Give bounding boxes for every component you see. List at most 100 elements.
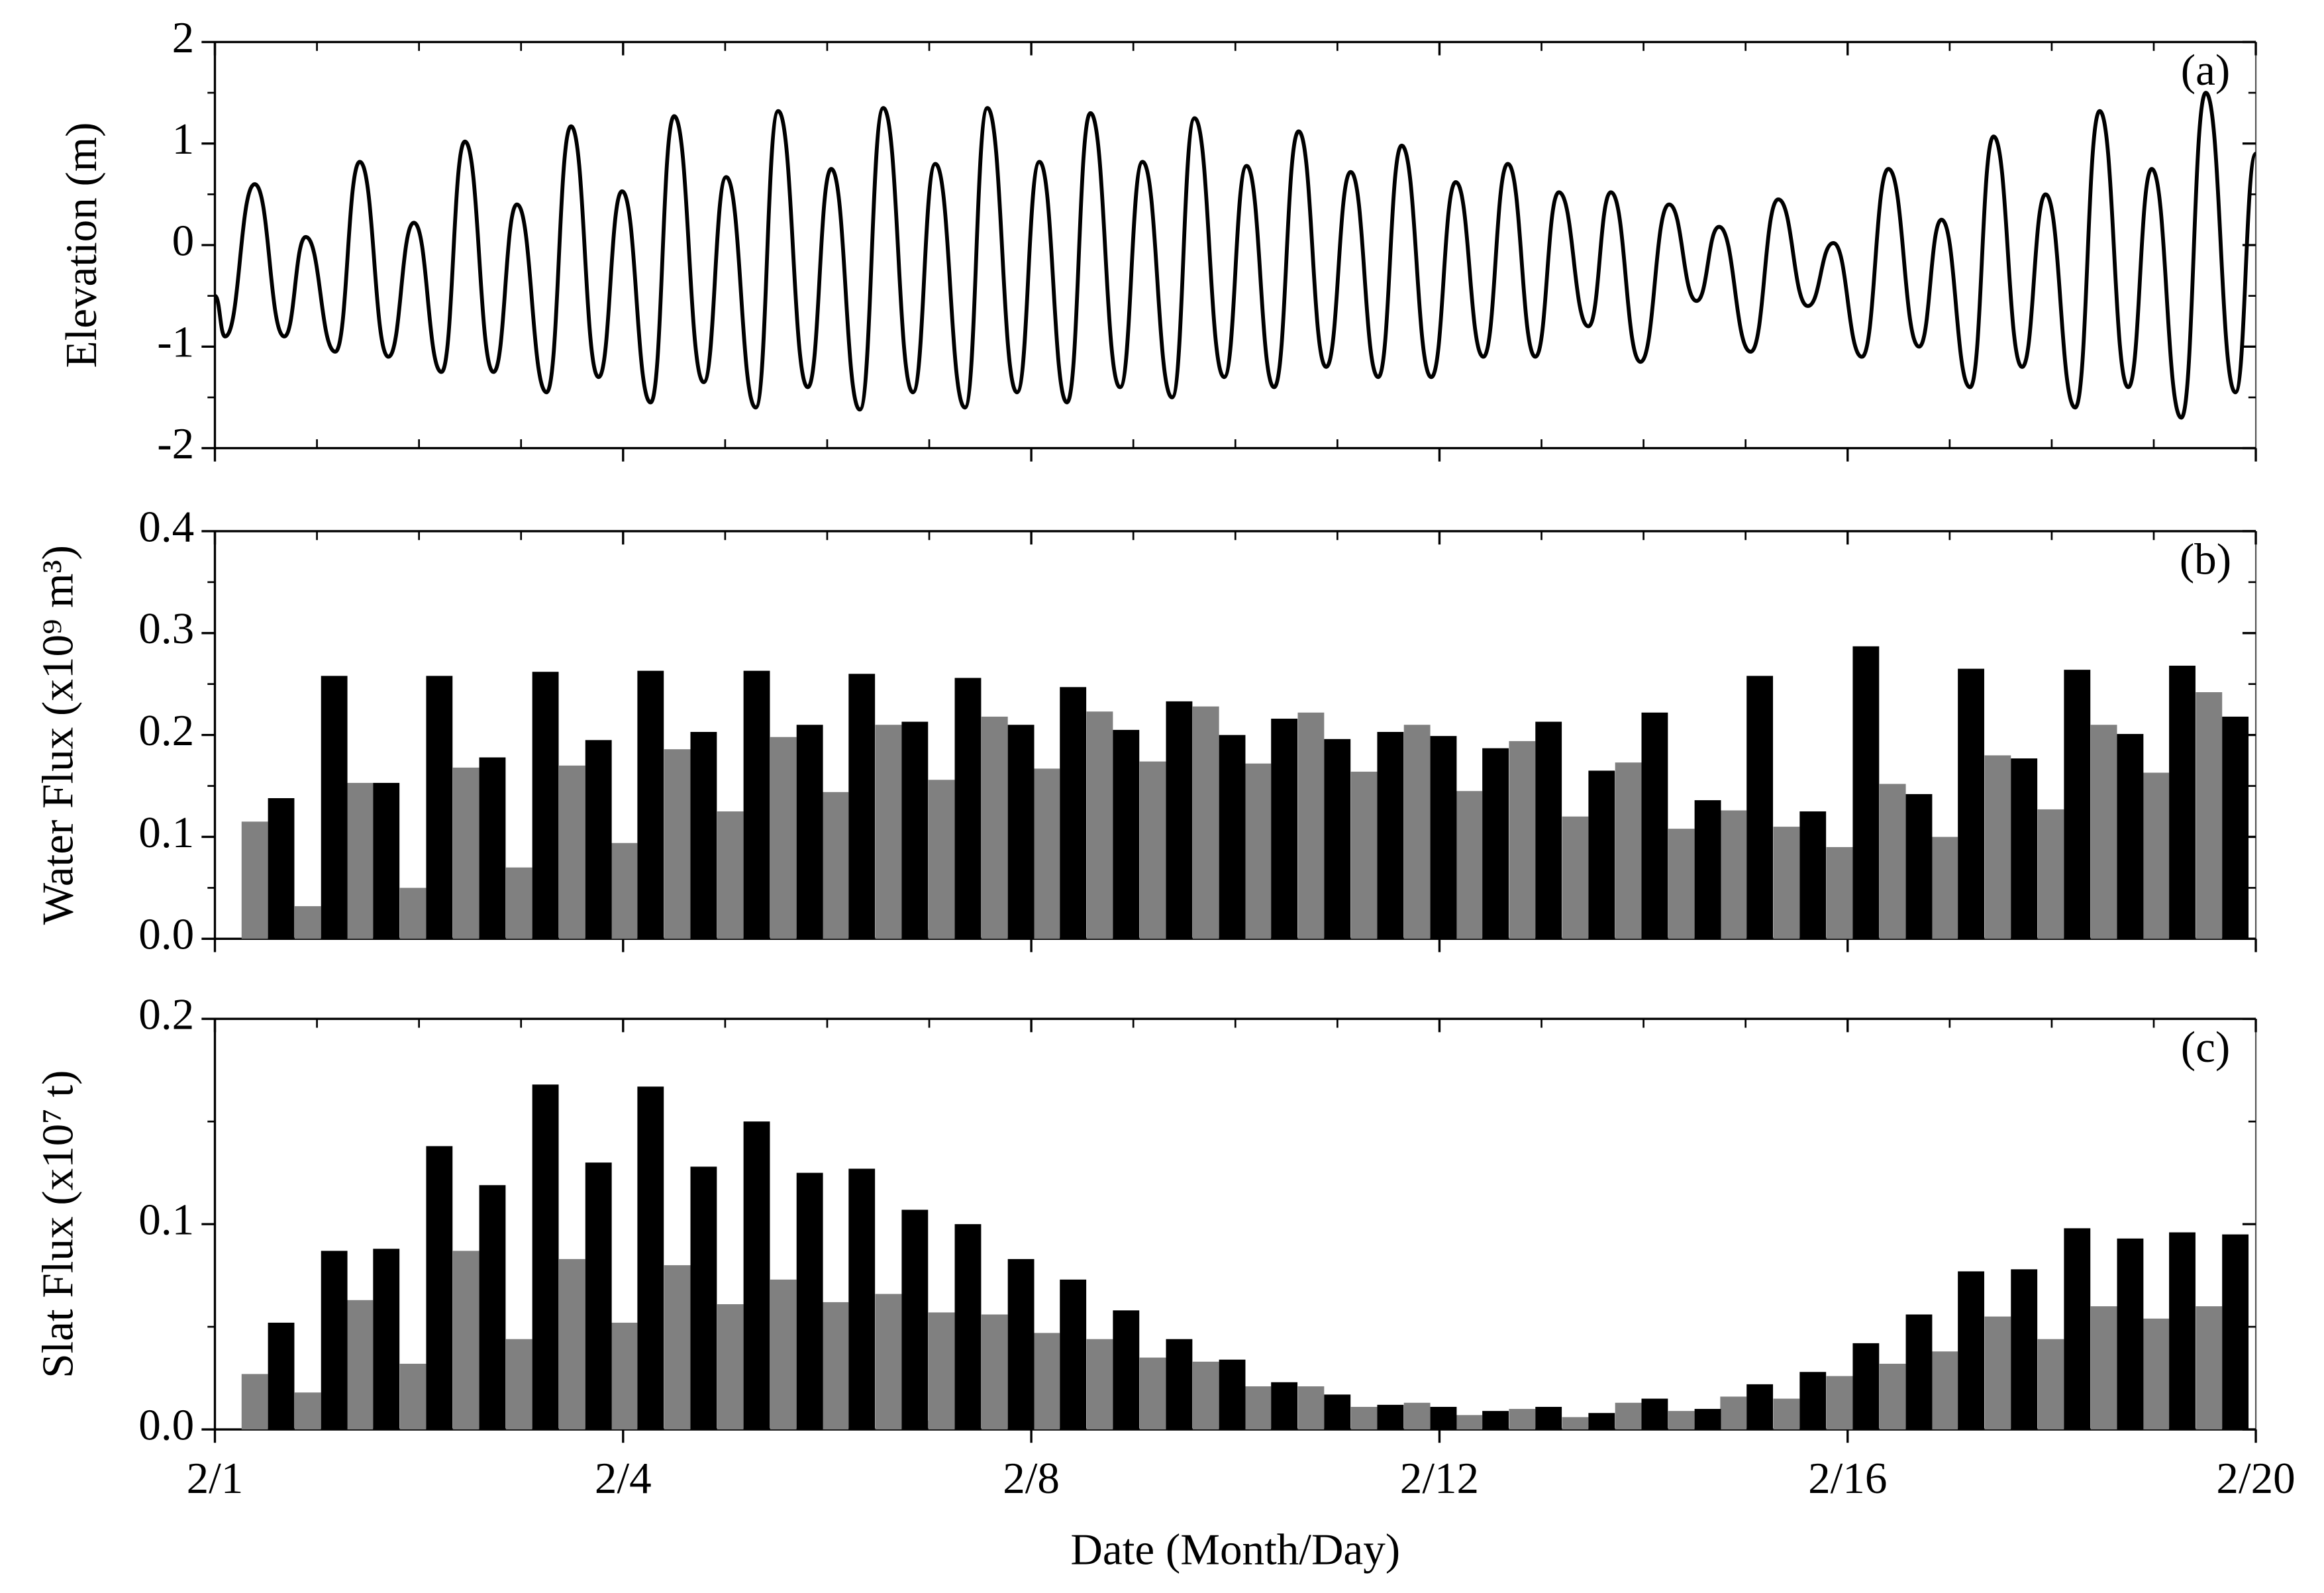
bar <box>373 782 400 939</box>
bar <box>1509 1409 1536 1430</box>
bar <box>1244 1386 1272 1430</box>
bar <box>1271 719 1298 939</box>
bar <box>373 1249 400 1430</box>
bar <box>1826 1376 1853 1430</box>
bar <box>637 1086 664 1430</box>
bar <box>479 757 506 939</box>
x-tick-label: 2/12 <box>1400 1453 1479 1503</box>
bar <box>875 1294 902 1430</box>
bar <box>1139 761 1166 939</box>
bar <box>690 1166 717 1430</box>
bar <box>2222 1234 2249 1430</box>
bar <box>1588 1413 1615 1430</box>
bar <box>717 811 744 939</box>
bar <box>1562 1417 1589 1430</box>
bar <box>611 1322 638 1430</box>
bar <box>770 1279 797 1430</box>
bar <box>1668 829 1695 939</box>
bar <box>875 725 902 939</box>
bar <box>2169 1232 2196 1430</box>
bar <box>1403 1402 1431 1430</box>
bar <box>1113 729 1140 939</box>
bar <box>532 672 559 939</box>
bar <box>1958 1271 1984 1430</box>
bar <box>1931 1351 1958 1430</box>
bar <box>1535 721 1562 939</box>
bar <box>1139 1357 1166 1430</box>
bar <box>1033 768 1060 939</box>
x-tick-label: 2/16 <box>1808 1453 1887 1503</box>
bar <box>1535 1406 1562 1430</box>
bar <box>321 676 348 939</box>
y-tick-label: -2 <box>157 419 194 468</box>
bar <box>1350 1406 1378 1430</box>
bar <box>2117 1238 2144 1430</box>
bar <box>1086 1339 1113 1430</box>
bar <box>2196 1306 2223 1430</box>
bar <box>901 1209 929 1430</box>
bar <box>1773 1398 1800 1430</box>
bar <box>505 1339 532 1430</box>
y-axis-label: Slat Flux (x10⁷ t) <box>32 1070 82 1378</box>
x-tick-label: 2/4 <box>595 1453 652 1503</box>
bar <box>1324 1394 1351 1430</box>
y-tick-label: 0 <box>172 215 195 265</box>
bar <box>2143 1318 2170 1430</box>
bar <box>321 1251 348 1430</box>
y-tick-label: 0.1 <box>138 1195 194 1245</box>
bar <box>294 1392 321 1430</box>
bar <box>1377 1404 1404 1430</box>
y-tick-label: 0.4 <box>138 501 194 551</box>
bar <box>346 1300 374 1430</box>
bar <box>1799 811 1827 939</box>
bar <box>532 1084 559 1430</box>
bar <box>743 670 770 939</box>
bar <box>1166 701 1193 939</box>
bar <box>1615 1402 1642 1430</box>
bar <box>743 1121 770 1430</box>
bar <box>2090 725 2117 939</box>
bar <box>2090 1306 2117 1430</box>
elevation-line <box>213 91 2258 420</box>
bar <box>1430 1406 1457 1430</box>
bar <box>2143 772 2170 939</box>
bar <box>1403 725 1431 939</box>
y-tick-label: 0.0 <box>138 1400 194 1449</box>
bar <box>981 716 1008 939</box>
bar <box>268 798 295 939</box>
bar <box>1219 1359 1246 1430</box>
bar <box>1007 1259 1035 1430</box>
bar <box>2064 1228 2091 1430</box>
bar <box>1826 847 1853 939</box>
bar <box>1668 1411 1695 1430</box>
bar <box>1641 712 1668 939</box>
bar <box>664 749 691 939</box>
panel-label: (a) <box>2181 45 2231 95</box>
bar <box>664 1265 691 1430</box>
bar <box>241 821 268 939</box>
bar <box>585 1162 612 1430</box>
bar <box>1799 1372 1827 1430</box>
bar <box>268 1322 295 1430</box>
bar <box>1377 732 1404 939</box>
bar <box>1905 1314 1933 1430</box>
bar <box>241 1374 268 1430</box>
bar <box>2037 1339 2064 1430</box>
bar <box>1694 1409 1721 1430</box>
bar <box>1720 1396 1747 1430</box>
bar <box>2117 734 2144 939</box>
bar <box>294 906 321 939</box>
y-tick-label: -1 <box>157 317 194 367</box>
bar <box>1984 1316 2011 1430</box>
x-tick-label: 2/20 <box>2216 1453 2295 1503</box>
bar <box>1879 1363 1906 1430</box>
bar <box>1509 741 1536 939</box>
bar <box>796 1172 823 1430</box>
x-tick-label: 2/1 <box>187 1453 244 1503</box>
x-tick-label: 2/8 <box>1003 1453 1060 1503</box>
bar <box>1588 770 1615 939</box>
bar <box>399 888 427 939</box>
bar <box>1746 676 1774 939</box>
bar <box>848 674 876 939</box>
